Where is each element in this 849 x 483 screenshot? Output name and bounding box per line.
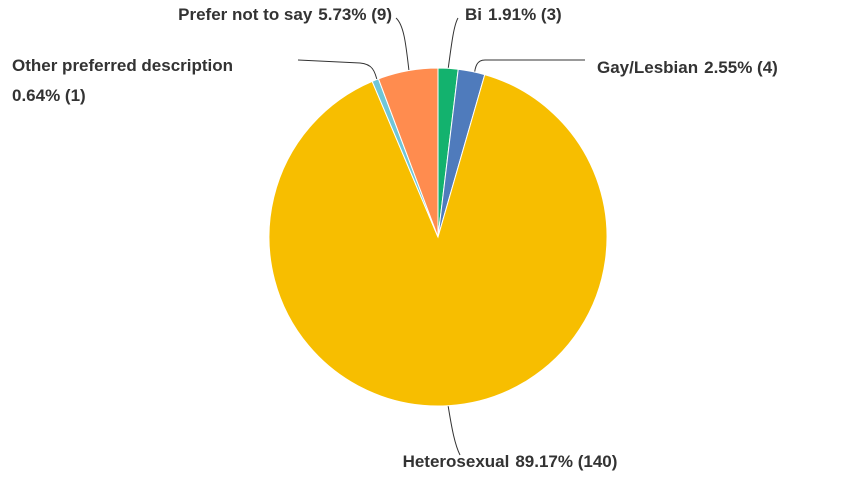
leader-line (395, 17, 410, 72)
category-name: Heterosexual (403, 452, 510, 471)
data-label: Bi 1.91% (3) (465, 5, 562, 24)
data-label: Gay/Lesbian 2.55% (4) (597, 58, 778, 77)
pie-slice (268, 73, 608, 407)
value-label: 89.17% (140) (515, 452, 617, 471)
category-name: Prefer not to say (178, 5, 313, 24)
leader-line (447, 404, 461, 456)
data-label: Other preferred description 0.64% (1) (12, 56, 233, 105)
value-label: 5.73% (9) (318, 5, 392, 24)
category-name: Gay/Lesbian (597, 58, 698, 77)
category-name: Bi (465, 5, 482, 24)
category-name: Other preferred description (12, 56, 233, 75)
pie-slice (377, 67, 439, 238)
value-label: 2.55% (4) (704, 58, 778, 77)
leader-line (447, 17, 459, 71)
value-label: 1.91% (3) (488, 5, 562, 24)
data-label: Prefer not to say 5.73% (9) (178, 5, 392, 24)
data-label: Heterosexual 89.17% (140) (403, 452, 618, 471)
value-label: 0.64% (1) (12, 86, 86, 105)
leader-line (297, 59, 379, 85)
leader-line (473, 59, 585, 78)
